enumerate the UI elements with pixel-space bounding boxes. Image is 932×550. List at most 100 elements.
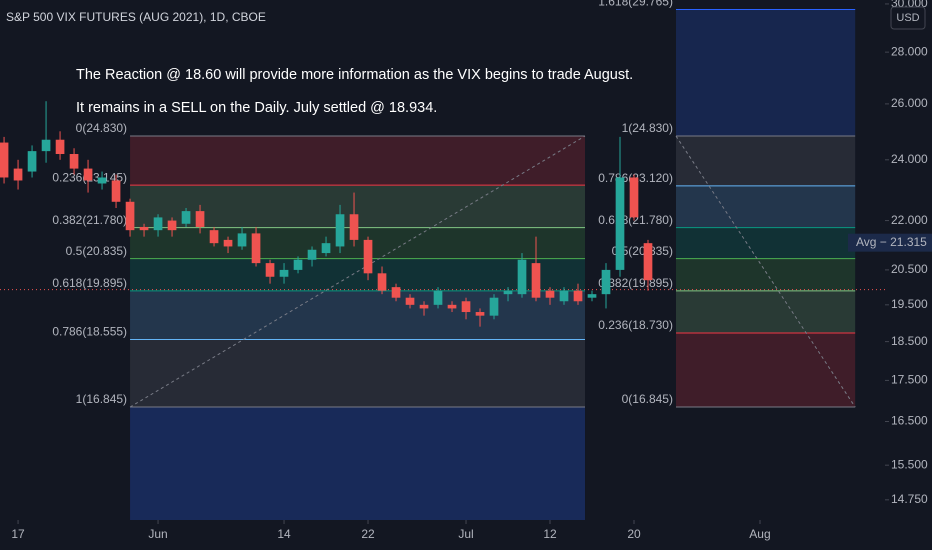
price-line-label: Avg − 21.315 xyxy=(856,235,927,249)
fib-band xyxy=(675,258,856,291)
candle-body xyxy=(643,243,653,281)
candle-body xyxy=(111,180,121,202)
y-tick-label: 15.500 xyxy=(891,457,928,471)
candle-body xyxy=(349,214,359,240)
fib-band xyxy=(675,136,856,186)
fib-label: 1(24.830) xyxy=(622,121,673,135)
candle-body xyxy=(139,226,149,231)
x-tick-label: 20 xyxy=(627,527,641,541)
candle-body xyxy=(587,294,597,298)
fib-band xyxy=(130,339,586,408)
fib-band xyxy=(675,332,856,408)
fib-label: 0.382(19.895) xyxy=(598,276,673,290)
y-tick-label: 14.750 xyxy=(891,492,928,506)
candle-body xyxy=(279,269,289,277)
fib-band xyxy=(675,290,856,333)
y-tick-label: 16.500 xyxy=(891,414,928,428)
fib-label: 0(24.830) xyxy=(76,121,127,135)
x-tick-label: Jul xyxy=(458,527,473,541)
y-tick-label: 22.000 xyxy=(891,213,928,227)
candle-body xyxy=(503,290,513,295)
candle-body xyxy=(153,217,163,231)
candle-body xyxy=(531,263,541,298)
fib-band xyxy=(675,227,856,259)
y-tick-label: 20.500 xyxy=(891,262,928,276)
candle-body xyxy=(265,263,275,277)
candle-body xyxy=(83,168,93,181)
fib-label: 0.5(20.835) xyxy=(612,244,673,258)
candle-body xyxy=(377,273,387,291)
fib-label: 1(16.845) xyxy=(76,392,127,406)
candle-body xyxy=(615,177,625,270)
axis-layer: 30.000 28.000 26.000 24.000 22.000 20.500 19.5… xyxy=(11,0,932,541)
candle-body xyxy=(363,239,373,274)
candle-body xyxy=(195,211,205,227)
fib-layer: 0(24.830)0.236(23.145)0.382(21.780)0.5(2… xyxy=(52,0,856,520)
y-tick-label: 17.500 xyxy=(891,373,928,387)
fib-band xyxy=(130,136,586,186)
candle-body xyxy=(573,290,583,302)
candle-body xyxy=(461,301,471,313)
x-tick-label: 22 xyxy=(361,527,375,541)
candle-body xyxy=(27,151,37,172)
x-tick-label: 14 xyxy=(277,527,291,541)
y-tick-label: 24.000 xyxy=(891,152,928,166)
candle-body xyxy=(559,290,569,302)
fib-label: 0.236(18.730) xyxy=(598,318,673,332)
chart-title: S&P 500 VIX FUTURES (AUG 2021), 1D, CBOE xyxy=(6,10,266,24)
candle-body xyxy=(251,233,261,264)
price-line-box xyxy=(848,233,932,252)
candle-body xyxy=(237,233,247,247)
y-tick-label: 28.000 xyxy=(891,44,928,58)
candle-layer xyxy=(0,101,885,327)
fib-label: 0(16.845) xyxy=(622,392,673,406)
candle-body xyxy=(125,201,135,231)
candle-body xyxy=(307,249,317,260)
candle-body xyxy=(321,243,331,254)
candle-body xyxy=(0,142,9,178)
fib-trend-line xyxy=(675,135,856,408)
candle-body xyxy=(419,304,429,309)
candle-body xyxy=(209,230,219,244)
fib-label: 0.786(18.555) xyxy=(52,325,127,339)
candle-body xyxy=(601,269,611,295)
candle-body xyxy=(97,177,107,184)
fib-label: 0.618(19.895) xyxy=(52,276,127,290)
candle-body xyxy=(447,304,457,309)
candle-body xyxy=(517,259,527,295)
candle-body xyxy=(545,290,555,298)
candle-body xyxy=(433,290,443,305)
candle-body xyxy=(13,168,23,181)
candle-body xyxy=(181,211,191,224)
fib-trend-line xyxy=(129,135,586,408)
fib-label: 0.382(21.780) xyxy=(52,213,127,227)
currency: USD xyxy=(896,12,919,24)
y-tick-label: 18.500 xyxy=(891,334,928,348)
y-tick-label: 26.000 xyxy=(891,96,928,110)
candle-body xyxy=(223,239,233,247)
candle-body xyxy=(475,312,485,316)
fib-band xyxy=(130,407,586,520)
y-tick-label: 30.000 xyxy=(891,0,928,10)
fib-band xyxy=(130,258,586,291)
fib-band xyxy=(130,290,586,340)
x-tick-label: Aug xyxy=(749,527,770,541)
y-tick-label: 19.500 xyxy=(891,297,928,311)
x-tick-label: Jun xyxy=(148,527,167,541)
candle-body xyxy=(391,287,401,298)
candle-body xyxy=(41,139,51,152)
candle-body xyxy=(55,139,65,155)
fib-label: 1.618(29.765) xyxy=(598,0,673,9)
x-tick-label: 17 xyxy=(11,527,25,541)
annotation: The Reaction @ 18.60 will provide more i… xyxy=(76,67,633,83)
annotation: It remains in a SELL on the Daily. July … xyxy=(76,100,437,116)
candle-body xyxy=(293,259,303,270)
fib-band xyxy=(675,9,856,137)
candle-body xyxy=(629,177,639,218)
candle-body xyxy=(167,220,177,231)
candle-body xyxy=(69,154,79,169)
candle-body xyxy=(489,297,499,316)
candle-body xyxy=(335,214,345,247)
candle-body xyxy=(405,297,415,305)
